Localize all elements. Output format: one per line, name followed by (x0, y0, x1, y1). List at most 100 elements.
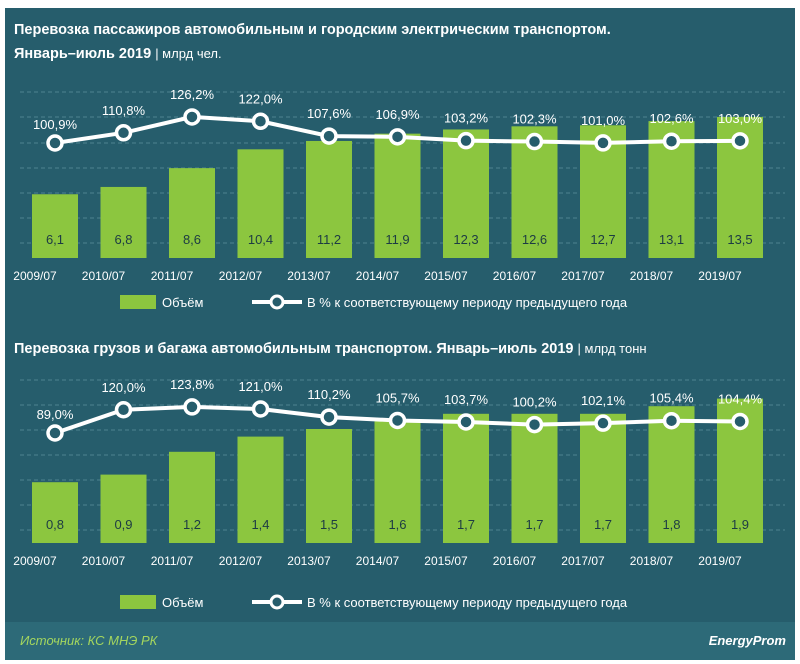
line-marker (525, 132, 544, 151)
line-marker (731, 132, 749, 150)
bar-label: 1,4 (251, 517, 269, 532)
bar-label: 12,3 (453, 232, 478, 247)
bar (511, 413, 558, 543)
x-tick-label: 2013/07 (287, 269, 331, 283)
legend-bar-swatch (120, 595, 156, 609)
bar-label: 1,8 (662, 517, 680, 532)
line-marker (594, 134, 612, 152)
bar-label: 12,7 (590, 232, 615, 247)
line-label: 110,2% (307, 387, 351, 402)
bar-label: 10,4 (248, 232, 273, 247)
footer (5, 622, 795, 660)
line-label: 101,0% (581, 113, 626, 128)
line-marker (114, 401, 133, 419)
legend-line-marker (269, 294, 285, 310)
line-marker (388, 128, 407, 146)
line-marker (46, 424, 64, 442)
bar-label: 12,6 (522, 232, 547, 247)
x-tick-label: 2012/07 (219, 554, 263, 568)
line-label: 106,9% (375, 107, 420, 122)
x-tick-label: 2010/07 (82, 554, 126, 568)
line-label: 100,2% (512, 395, 557, 410)
line-label: 105,4% (649, 391, 694, 406)
bar-label: 1,5 (320, 517, 338, 532)
legend-bar-swatch (120, 295, 156, 309)
bar (100, 474, 147, 543)
bar-label: 11,9 (385, 232, 409, 247)
x-tick-label: 2011/07 (151, 554, 194, 568)
x-tick-label: 2016/07 (493, 269, 537, 283)
line-label: 121,0% (238, 379, 283, 394)
x-tick-label: 2019/07 (698, 554, 742, 568)
x-tick-label: 2015/07 (424, 554, 468, 568)
x-tick-label: 2010/07 (82, 269, 126, 283)
bar (580, 413, 626, 543)
bar-label: 13,1 (659, 232, 684, 247)
bar (169, 451, 215, 543)
line-marker (662, 411, 681, 430)
line-label: 102,1% (581, 393, 626, 408)
legend-bar-label: Объём (162, 295, 203, 310)
bar (443, 129, 489, 258)
bar (306, 429, 352, 543)
chart1-subtitle: Январь–июль 2019 | млрд чел. (14, 46, 222, 62)
bar (374, 133, 421, 258)
bar (306, 140, 352, 258)
line-marker (46, 134, 64, 152)
line-marker (114, 124, 133, 142)
bar (443, 413, 489, 543)
bar-label: 1,9 (731, 517, 749, 532)
bar-label: 13,5 (727, 232, 752, 247)
line-marker (662, 132, 681, 150)
bar (100, 186, 147, 258)
bar-label: 6,8 (114, 232, 132, 247)
line-label: 126,2% (170, 87, 215, 102)
line-label: 120,0% (101, 380, 146, 395)
line-marker (320, 408, 338, 426)
line-marker (525, 415, 544, 434)
x-tick-label: 2014/07 (356, 554, 400, 568)
x-tick-label: 2017/07 (561, 269, 605, 283)
legend-line-label: В % к соответствующему периоду предыдуще… (307, 595, 628, 610)
line-label: 104,4% (718, 391, 763, 406)
x-tick-label: 2018/07 (630, 269, 674, 283)
line-label: 105,7% (375, 390, 420, 405)
bar-label: 0,8 (46, 517, 64, 532)
bar-label: 1,7 (594, 517, 612, 532)
line-marker (457, 413, 475, 431)
line-marker (183, 108, 201, 126)
bar (32, 194, 78, 258)
bar-label: 11,2 (317, 232, 341, 247)
line-label: 100,9% (33, 117, 78, 132)
bar (237, 149, 284, 258)
x-tick-label: 2015/07 (424, 269, 468, 283)
legend-bar-label: Объём (162, 595, 203, 610)
bar (32, 482, 78, 543)
x-tick-label: 2014/07 (356, 269, 400, 283)
bar-label: 6,1 (46, 232, 64, 247)
x-tick-label: 2013/07 (287, 554, 331, 568)
line-marker (457, 131, 475, 150)
line-label: 107,6% (307, 106, 352, 121)
bar (374, 421, 421, 543)
x-tick-label: 2011/07 (151, 269, 194, 283)
bar-label: 1,6 (388, 517, 406, 532)
line-label: 103,7% (444, 392, 489, 407)
x-tick-label: 2018/07 (630, 554, 674, 568)
energyprom-logo: EnergyProm (708, 633, 786, 648)
line-label: 89,0% (37, 407, 74, 422)
bar-label: 0,9 (114, 517, 132, 532)
bar-label: 1,2 (183, 517, 201, 532)
line-label: 103,2% (444, 111, 489, 126)
line-marker (183, 398, 201, 416)
legend-line-label: В % к соответствующему периоду предыдуще… (307, 295, 628, 310)
bar (237, 436, 284, 543)
line-marker (320, 127, 338, 145)
line-label: 123,8% (170, 377, 215, 392)
line-marker (731, 412, 749, 431)
line-marker (594, 414, 612, 432)
line-marker (251, 112, 270, 131)
chart1-title: Перевозка пассажиров автомобильным и гор… (14, 22, 611, 38)
line-label: 102,6% (649, 111, 694, 126)
